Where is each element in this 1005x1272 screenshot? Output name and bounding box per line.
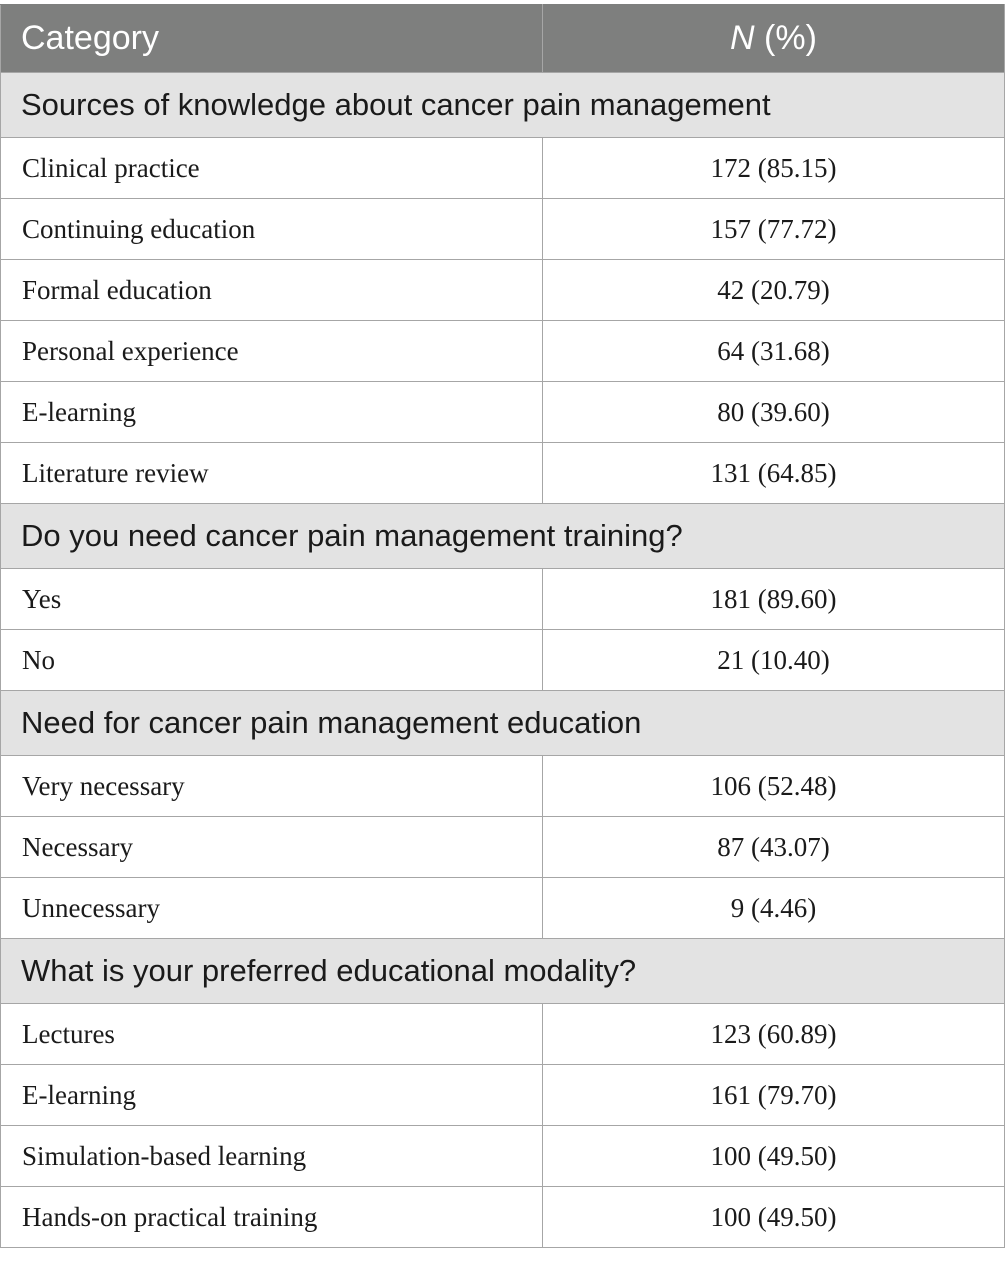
header-row: Category N (%) bbox=[0, 4, 1005, 73]
row-value-cell: 100 (49.50) bbox=[542, 1186, 1005, 1248]
table-row: E-learning 161 (79.70) bbox=[0, 1064, 1005, 1126]
percent-label: (%) bbox=[754, 19, 817, 57]
row-category-cell: Lectures bbox=[0, 1003, 543, 1065]
table-row: E-learning 80 (39.60) bbox=[0, 381, 1005, 443]
row-value-cell: 123 (60.89) bbox=[542, 1003, 1005, 1065]
section-header-row: Do you need cancer pain management train… bbox=[0, 503, 1005, 569]
row-category-cell: No bbox=[0, 629, 543, 691]
row-category-cell: Continuing education bbox=[0, 198, 543, 260]
row-category-cell: Clinical practice bbox=[0, 137, 543, 199]
row-category-cell: E-learning bbox=[0, 381, 543, 443]
row-value-cell: 21 (10.40) bbox=[542, 629, 1005, 691]
section-title: Need for cancer pain management educatio… bbox=[0, 690, 1005, 756]
row-value-cell: 42 (20.79) bbox=[542, 259, 1005, 321]
table-row: Unnecessary 9 (4.46) bbox=[0, 877, 1005, 939]
section-header-row: Sources of knowledge about cancer pain m… bbox=[0, 72, 1005, 138]
table-row: Literature review 131 (64.85) bbox=[0, 442, 1005, 504]
table-row: Yes 181 (89.60) bbox=[0, 568, 1005, 630]
row-category-cell: Hands-on practical training bbox=[0, 1186, 543, 1248]
section-header-row: Need for cancer pain management educatio… bbox=[0, 690, 1005, 756]
section-header-row: What is your preferred educational modal… bbox=[0, 938, 1005, 1004]
table-row: Simulation-based learning 100 (49.50) bbox=[0, 1125, 1005, 1187]
row-value-cell: 181 (89.60) bbox=[542, 568, 1005, 630]
row-value-cell: 64 (31.68) bbox=[542, 320, 1005, 382]
row-value-cell: 172 (85.15) bbox=[542, 137, 1005, 199]
table-row: Formal education 42 (20.79) bbox=[0, 259, 1005, 321]
table-row: Very necessary 106 (52.48) bbox=[0, 755, 1005, 817]
row-value-cell: 100 (49.50) bbox=[542, 1125, 1005, 1187]
table-row: Clinical practice 172 (85.15) bbox=[0, 137, 1005, 199]
row-category-cell: E-learning bbox=[0, 1064, 543, 1126]
row-category-cell: Very necessary bbox=[0, 755, 543, 817]
section-title: Do you need cancer pain management train… bbox=[0, 503, 1005, 569]
row-value-cell: 80 (39.60) bbox=[542, 381, 1005, 443]
row-category-cell: Simulation-based learning bbox=[0, 1125, 543, 1187]
row-value-cell: 9 (4.46) bbox=[542, 877, 1005, 939]
table-row: No 21 (10.40) bbox=[0, 629, 1005, 691]
row-value-cell: 106 (52.48) bbox=[542, 755, 1005, 817]
table-row: Lectures 123 (60.89) bbox=[0, 1003, 1005, 1065]
row-category-cell: Necessary bbox=[0, 816, 543, 878]
section-title: What is your preferred educational modal… bbox=[0, 938, 1005, 1004]
row-category-cell: Literature review bbox=[0, 442, 543, 504]
row-category-cell: Personal experience bbox=[0, 320, 543, 382]
n-percent-column-header: N (%) bbox=[542, 4, 1005, 73]
table-row: Continuing education 157 (77.72) bbox=[0, 198, 1005, 260]
row-category-cell: Yes bbox=[0, 568, 543, 630]
row-value-cell: 157 (77.72) bbox=[542, 198, 1005, 260]
section-title: Sources of knowledge about cancer pain m… bbox=[0, 72, 1005, 138]
n-symbol: N bbox=[730, 19, 755, 57]
table-body: Sources of knowledge about cancer pain m… bbox=[0, 72, 1005, 1248]
table-row: Necessary 87 (43.07) bbox=[0, 816, 1005, 878]
table-row: Personal experience 64 (31.68) bbox=[0, 320, 1005, 382]
row-value-cell: 161 (79.70) bbox=[542, 1064, 1005, 1126]
category-column-header: Category bbox=[0, 4, 543, 73]
results-table: Category N (%) Sources of knowledge abou… bbox=[0, 4, 1005, 1248]
row-value-cell: 131 (64.85) bbox=[542, 442, 1005, 504]
row-category-cell: Formal education bbox=[0, 259, 543, 321]
row-value-cell: 87 (43.07) bbox=[542, 816, 1005, 878]
table-row: Hands-on practical training 100 (49.50) bbox=[0, 1186, 1005, 1248]
row-category-cell: Unnecessary bbox=[0, 877, 543, 939]
